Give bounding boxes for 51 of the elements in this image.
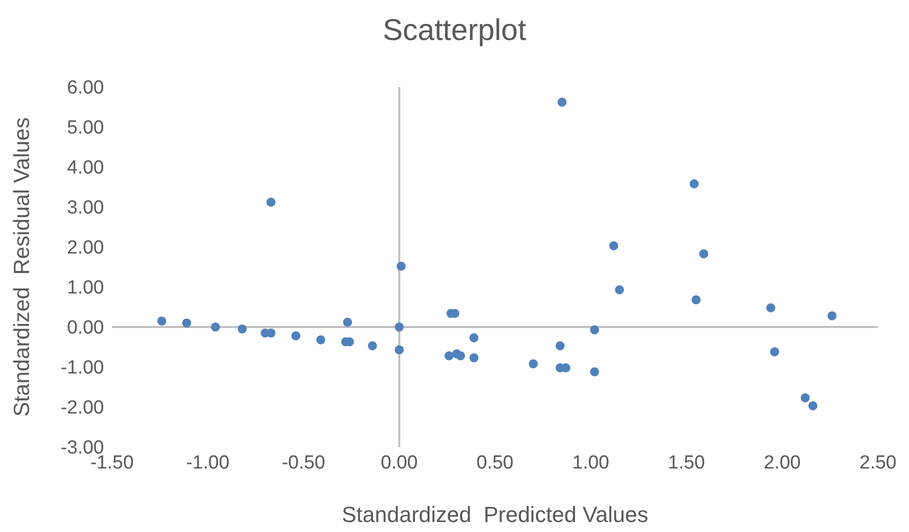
point (210, 322, 220, 332)
point (396, 262, 406, 271)
point (556, 341, 565, 350)
point (692, 295, 701, 304)
point (800, 393, 810, 402)
point (528, 359, 538, 368)
point (291, 331, 300, 340)
y-tick-label: 0.00 (67, 318, 104, 339)
y-tick-label: 4.00 (67, 158, 104, 179)
x-tick-label: 0.00 (380, 452, 418, 474)
y-tick-label: 2.00 (67, 238, 104, 259)
point (266, 198, 276, 207)
x-tick-label: 2.50 (860, 452, 896, 474)
point (808, 401, 818, 410)
point (456, 351, 466, 360)
point (609, 241, 618, 250)
point (316, 335, 326, 344)
point (469, 353, 478, 362)
point (558, 98, 567, 107)
point (770, 347, 780, 356)
point (828, 311, 837, 320)
point (343, 318, 352, 327)
point (394, 322, 404, 332)
x-axis-title: Standardized Predicted Values (340, 502, 650, 528)
point (157, 316, 166, 326)
point (766, 303, 776, 312)
point (590, 325, 600, 334)
x-tick-label: -1.00 (186, 452, 230, 474)
x-tick-label: 1.50 (668, 452, 705, 474)
point (469, 333, 478, 342)
y-tick-label: 3.00 (67, 198, 104, 219)
chart-title: Scatterplot (382, 14, 528, 48)
point (690, 179, 699, 188)
point (182, 318, 192, 328)
x-tick-label: -0.50 (282, 452, 326, 474)
point (238, 324, 247, 334)
x-tick-label: 1.00 (572, 452, 610, 474)
point (699, 249, 708, 258)
y-tick-label: -2.00 (60, 398, 104, 419)
y-tick-label: 6.00 (67, 78, 104, 99)
x-tick-label: 0.50 (476, 452, 514, 474)
point (590, 367, 600, 376)
y-tick-label: -1.00 (60, 358, 104, 379)
point (614, 285, 624, 294)
point (444, 351, 454, 360)
y-axis-title: Standardized Residual Values (8, 116, 35, 419)
point (394, 345, 404, 354)
y-tick-label: 1.00 (67, 278, 104, 299)
x-tick-label: 2.00 (764, 452, 801, 474)
point (368, 341, 377, 350)
y-tick-label: 5.00 (67, 118, 104, 139)
